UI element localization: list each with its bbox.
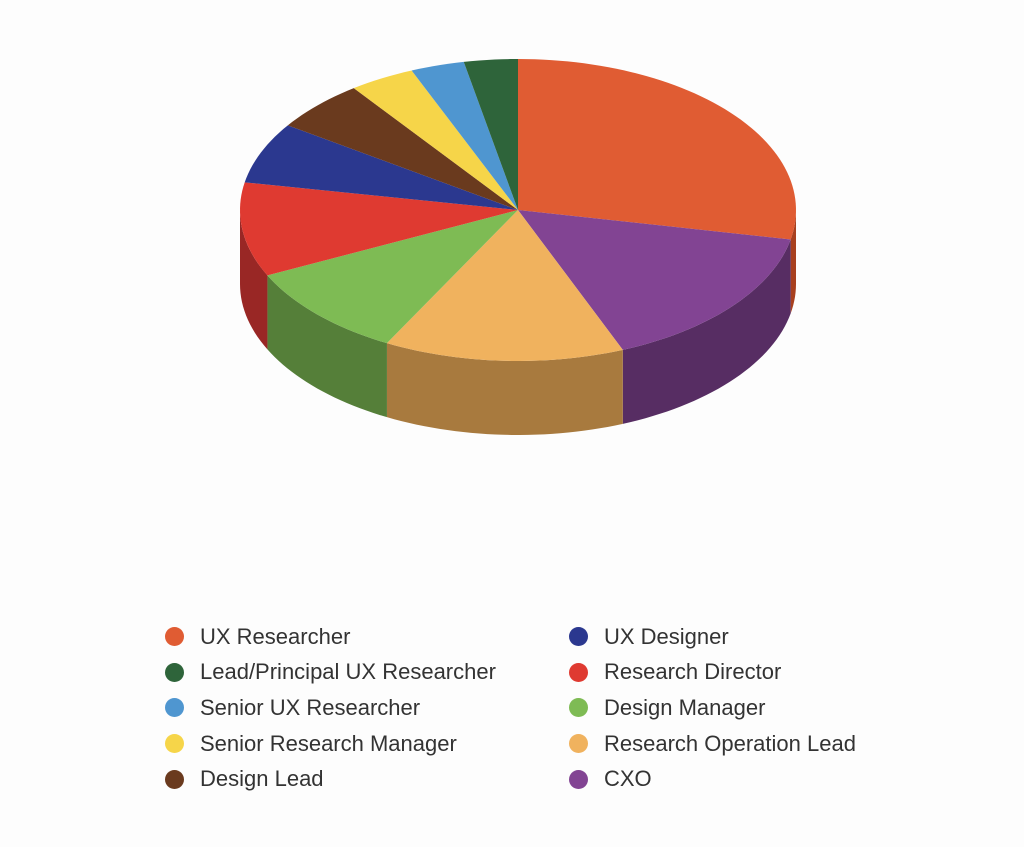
legend-marker — [569, 769, 588, 789]
pie-slice-research-director[interactable] — [240, 182, 518, 276]
pie-slice-senior-ux-researcher[interactable] — [411, 61, 518, 211]
legend-item[interactable]: Research Operation Lead — [569, 726, 909, 762]
pie-slice-lead-principal-ux-researcher[interactable] — [463, 59, 518, 210]
legend-label: Research Director — [604, 659, 782, 685]
legend-item[interactable]: Senior UX Researcher — [165, 690, 569, 726]
pie-slice-ux-researcher[interactable] — [518, 59, 796, 240]
pie-slice-ux-designer[interactable] — [244, 125, 518, 210]
legend-label: Research Operation Lead — [604, 730, 856, 756]
legend-marker — [569, 627, 588, 647]
legend-marker — [569, 734, 588, 754]
pie-side-cxo — [622, 239, 791, 424]
legend-item[interactable]: Senior Research Manager — [165, 726, 569, 762]
legend-marker — [165, 627, 184, 647]
legend-label: Design Lead — [200, 766, 324, 792]
pie-slices — [240, 59, 796, 361]
legend-marker — [569, 698, 588, 718]
pie-sides — [240, 210, 796, 435]
legend-label: UX Designer — [604, 623, 729, 649]
legend-item[interactable]: Design Lead — [165, 761, 569, 797]
pie-slice-senior-research-manager[interactable] — [353, 70, 518, 211]
legend-item[interactable]: Research Director — [569, 655, 909, 691]
legend-label: Lead/Principal UX Researcher — [200, 659, 496, 685]
legend-item[interactable]: CXO — [569, 761, 909, 797]
pie-side-research-director — [240, 210, 268, 350]
pie-side-ux-researcher — [790, 210, 796, 314]
legend-label: Senior UX Researcher — [200, 694, 421, 720]
pie-slice-design-lead[interactable] — [287, 88, 518, 210]
legend-label: UX Researcher — [200, 623, 351, 649]
legend-marker — [165, 769, 184, 789]
legend-item[interactable]: UX Researcher — [165, 619, 569, 655]
legend-label: CXO — [604, 766, 652, 792]
pie-slice-cxo[interactable] — [518, 210, 791, 350]
legend-item[interactable]: Design Manager — [569, 690, 909, 726]
legend-label: Senior Research Manager — [200, 730, 457, 756]
legend-marker — [569, 662, 588, 682]
legend-label: Design Manager — [604, 694, 766, 720]
chart-legend: UX Researcher UX Designer Lead/Principal… — [165, 619, 925, 797]
legend-item[interactable]: UX Designer — [569, 619, 909, 655]
pie-slice-design-manager[interactable] — [267, 210, 518, 344]
legend-marker — [165, 734, 184, 754]
legend-marker — [165, 662, 184, 682]
pie-side-research-operation-lead — [386, 343, 623, 435]
legend-item[interactable]: Lead/Principal UX Researcher — [165, 655, 569, 691]
pie-slice-research-operation-lead[interactable] — [386, 210, 623, 361]
pie-side-design-manager — [267, 275, 387, 418]
legend-marker — [165, 698, 184, 718]
